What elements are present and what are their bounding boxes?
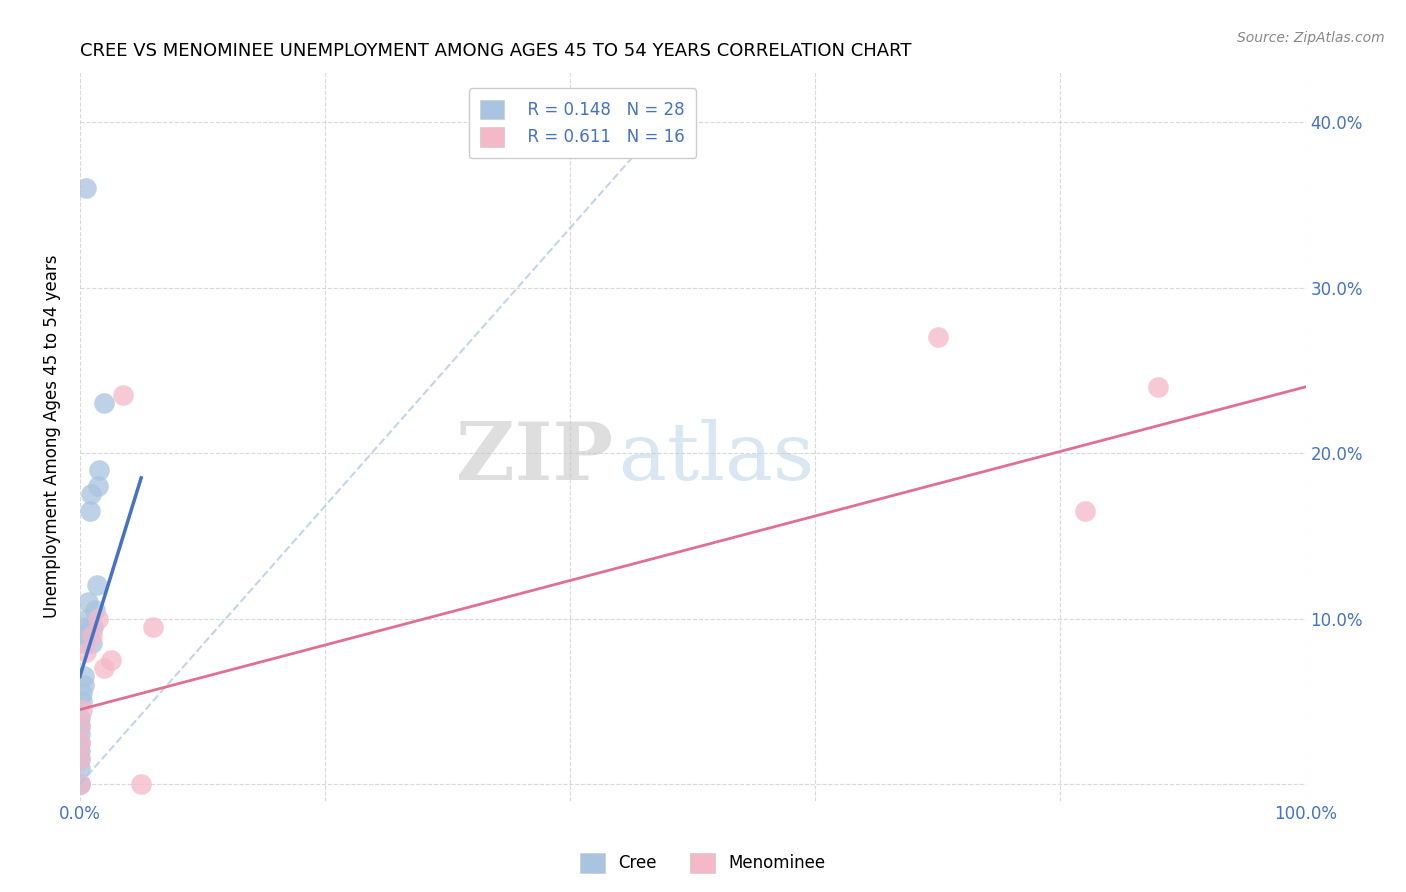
- Point: [80, 487, 103, 501]
- Point: [72, 703, 94, 717]
- Point: [72, 694, 94, 708]
- Point: [93, 661, 115, 675]
- Point: [79, 504, 101, 518]
- Point: [75, 181, 97, 195]
- Point: [77, 595, 100, 609]
- Point: [129, 777, 152, 791]
- Point: [69, 711, 91, 725]
- Point: [82, 628, 104, 642]
- Point: [111, 388, 134, 402]
- Point: [69, 719, 91, 733]
- Point: [72, 669, 94, 683]
- Point: [69, 736, 91, 750]
- Legend: Cree, Menominee: Cree, Menominee: [574, 847, 832, 880]
- Point: [142, 620, 165, 634]
- Y-axis label: Unemployment Among Ages 45 to 54 years: Unemployment Among Ages 45 to 54 years: [44, 255, 60, 618]
- Point: [69, 777, 91, 791]
- Point: [82, 620, 104, 634]
- Point: [75, 645, 97, 659]
- Point: [87, 611, 110, 625]
- Point: [69, 760, 91, 774]
- Point: [69, 752, 91, 766]
- Point: [69, 727, 91, 741]
- Point: [73, 636, 96, 650]
- Point: [69, 777, 91, 791]
- Point: [1074, 504, 1097, 518]
- Point: [87, 479, 110, 493]
- Point: [72, 678, 94, 692]
- Point: [69, 752, 91, 766]
- Point: [69, 777, 91, 791]
- Point: [82, 636, 104, 650]
- Point: [73, 628, 96, 642]
- Text: Source: ZipAtlas.com: Source: ZipAtlas.com: [1237, 31, 1385, 45]
- Point: [927, 330, 949, 344]
- Text: ZIP: ZIP: [456, 419, 613, 498]
- Point: [93, 396, 115, 410]
- Point: [69, 719, 91, 733]
- Text: atlas: atlas: [619, 419, 814, 498]
- Point: [1147, 380, 1170, 394]
- Point: [72, 686, 94, 700]
- Legend:   R = 0.148   N = 28,   R = 0.611   N = 16: R = 0.148 N = 28, R = 0.611 N = 16: [468, 88, 696, 158]
- Point: [75, 620, 97, 634]
- Point: [89, 462, 111, 476]
- Point: [86, 578, 108, 592]
- Point: [69, 736, 91, 750]
- Point: [76, 611, 98, 625]
- Point: [83, 603, 105, 617]
- Text: CREE VS MENOMINEE UNEMPLOYMENT AMONG AGES 45 TO 54 YEARS CORRELATION CHART: CREE VS MENOMINEE UNEMPLOYMENT AMONG AGE…: [80, 42, 911, 60]
- Point: [69, 744, 91, 758]
- Point: [100, 653, 122, 667]
